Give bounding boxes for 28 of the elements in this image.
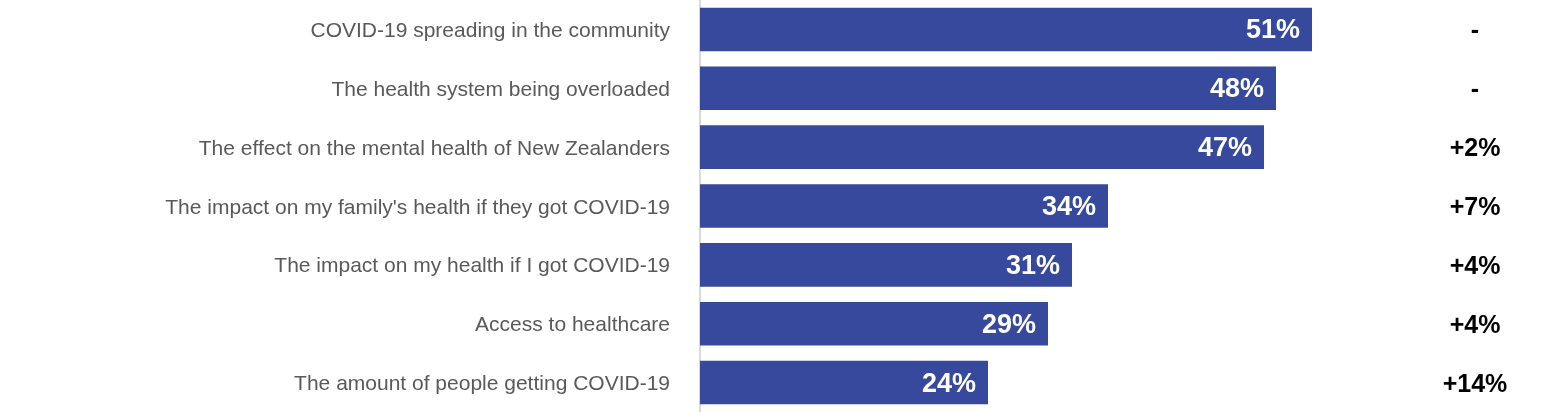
- y-tick-label: The health system being overloaded: [331, 76, 670, 100]
- bar: [700, 7, 1312, 52]
- y-tick-label: Access to healthcare: [475, 312, 670, 336]
- y-tick-label: The amount of people getting COVID-19: [294, 371, 670, 395]
- bar: [700, 243, 1072, 287]
- text: +14%: [1442, 368, 1508, 397]
- text: -: [1470, 15, 1480, 44]
- y-tick-label: COVID-19 spreading in the community: [310, 17, 671, 41]
- bar: [700, 360, 988, 405]
- data-label: 29%: [981, 308, 1036, 339]
- data-label: 47%: [1197, 132, 1252, 163]
- data-label: 51%: [1245, 14, 1300, 45]
- text: +4%: [1449, 309, 1501, 338]
- bar: [700, 125, 1264, 169]
- bar: [700, 184, 1108, 228]
- y-tick-label: The impact on my health if I got COVID-19: [274, 253, 670, 277]
- data-label: 31%: [1005, 249, 1060, 280]
- text: +2%: [1449, 133, 1501, 162]
- bar: [700, 301, 1048, 346]
- text: +7%: [1449, 192, 1501, 220]
- data-label: 48%: [1209, 73, 1264, 104]
- bar: [700, 66, 1276, 111]
- y-tick-label: The effect on the mental health of New Zealanders: [198, 135, 670, 159]
- text: +4%: [1449, 250, 1501, 279]
- text: -: [1470, 74, 1480, 103]
- y-tick-label: The impact on my family's health if they got COVID-19: [165, 194, 670, 218]
- data-label: 24%: [921, 367, 976, 398]
- data-label: 34%: [1041, 191, 1096, 221]
